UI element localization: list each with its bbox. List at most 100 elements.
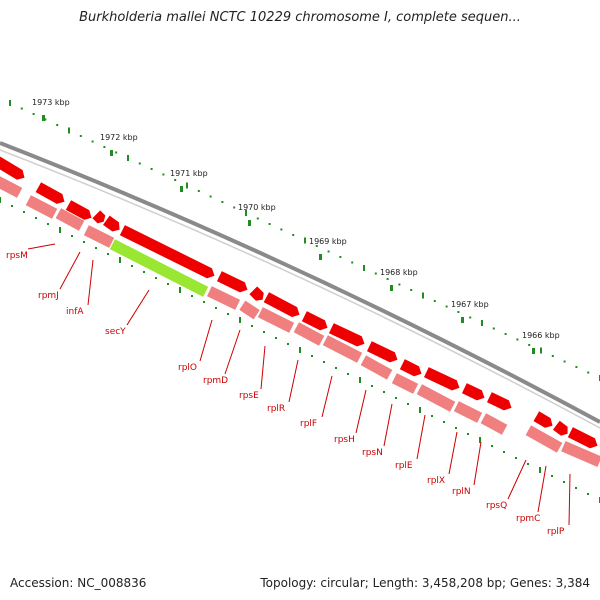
gene-arrow-secy — [108, 238, 210, 298]
scale-tick-label: 1970 kbp — [238, 203, 276, 212]
scale-dot-outer — [127, 155, 129, 161]
scale-dot-inner — [335, 367, 337, 369]
scale-dot-inner — [131, 265, 133, 267]
gene-label-rpsH: rpsH — [334, 435, 355, 445]
scale-dot-outer — [398, 283, 401, 286]
scale-dot-inner — [467, 433, 469, 435]
gene-arrow-lower — [0, 175, 24, 199]
scale-dot-outer — [386, 278, 389, 280]
scale-tick-label: 1969 kbp — [309, 237, 347, 246]
gene-arrow-upper — [262, 291, 301, 318]
scale-dot-outer — [115, 151, 118, 154]
scale-dot-inner — [227, 313, 229, 315]
scale-dot-inner — [587, 493, 589, 495]
scale-dot-inner — [263, 331, 265, 333]
gene-label-rplF: rplF — [300, 419, 317, 429]
scale-dot-inner — [383, 391, 385, 393]
gene-label-rplN: rplN — [452, 487, 471, 497]
gene-arrow-lower — [479, 412, 509, 436]
gene-arrow-upper — [485, 391, 513, 412]
scale-tick-label: 1972 kbp — [100, 133, 138, 142]
scale-tick-label: 1967 kbp — [451, 300, 489, 309]
scale-dot-inner — [215, 307, 217, 309]
scale-dot-inner — [455, 427, 457, 429]
scale-dot-outer — [445, 305, 448, 308]
scale-dot-inner — [275, 337, 277, 339]
scale-dot-inner — [95, 247, 97, 249]
scale-tick-mark — [42, 115, 45, 121]
label-leader-line — [288, 359, 299, 403]
scale-dot-inner — [515, 457, 517, 459]
scale-dot-outer — [351, 261, 354, 264]
scale-dot-outer — [422, 292, 424, 299]
scale-dot-outer — [587, 371, 590, 374]
scale-dot-inner — [491, 445, 493, 447]
gene-arrow-upper — [118, 224, 216, 280]
gene-arrow-lower — [24, 194, 59, 220]
backbone-inner — [0, 149, 600, 429]
label-leader-line — [199, 319, 213, 362]
gene-label-rplX: rplX — [427, 476, 445, 486]
scale-tick-mark — [390, 285, 393, 291]
scale-dot-inner — [251, 325, 253, 327]
scale-dot-inner — [479, 437, 481, 443]
scale-dot-inner — [59, 227, 61, 233]
gene-arrow-upper — [91, 209, 107, 225]
gene-arrow-upper — [551, 419, 569, 437]
gene-arrow-upper — [300, 310, 329, 332]
gene-arrow-upper — [398, 358, 423, 378]
gene-arrow-upper — [532, 410, 554, 429]
scale-dot-outer — [492, 327, 495, 330]
label-leader-line — [568, 473, 571, 526]
label-leader-line — [224, 329, 241, 375]
scale-dot-outer — [551, 355, 554, 357]
scale-dot-outer — [56, 124, 59, 126]
gene-label-infA: infA — [66, 307, 84, 317]
scale-dot-outer — [363, 265, 365, 271]
scale-tick-label: 1966 kbp — [522, 331, 560, 340]
scale-dot-outer — [563, 360, 566, 363]
gene-label-rplR: rplR — [267, 404, 285, 414]
scale-dot-inner — [311, 355, 313, 357]
scale-tick-label: 1971 kbp — [170, 169, 208, 178]
scale-dot-inner — [299, 347, 301, 353]
scale-dot-inner — [47, 223, 49, 225]
scale-dot-outer — [339, 256, 342, 258]
scale-dots — [0, 100, 600, 503]
gene-label-rpmD: rpmD — [203, 376, 228, 386]
scale-dot-inner — [143, 271, 145, 273]
gene-arrow-upper — [248, 285, 265, 302]
label-leader-line — [355, 389, 367, 434]
scale-dot-inner — [23, 211, 25, 213]
scale-dot-outer — [469, 316, 472, 319]
gene-label-rpmC: rpmC — [516, 514, 540, 524]
scale-dot-inner — [0, 197, 1, 203]
label-leader-line — [507, 459, 527, 500]
scale-dot-inner — [323, 361, 325, 363]
scale-dot-inner — [155, 277, 157, 279]
scale-labels: 1973 kbp 1972 kbp 1971 kbp 1970 kbp 1969 kbp… — [32, 98, 560, 354]
scale-dot-inner — [551, 475, 553, 477]
scale-dot-outer — [186, 182, 188, 189]
gene-arrow-lower — [238, 299, 261, 321]
gene-arrow-lower — [415, 383, 457, 413]
label-leader-line — [27, 243, 56, 250]
backbone — [0, 141, 600, 429]
scale-dot-outer — [504, 333, 507, 335]
label-leaders — [27, 243, 571, 526]
scale-tick-mark — [110, 150, 113, 156]
scale-dot-outer — [20, 107, 23, 110]
scale-dot-inner — [419, 407, 421, 413]
scale-dot-inner — [407, 403, 409, 405]
gene-arrow-upper — [566, 426, 599, 450]
label-leader-line — [59, 251, 81, 290]
scale-dot-inner — [371, 385, 373, 387]
gene-label-rplO: rplO — [178, 363, 197, 373]
scale-dot-inner — [563, 481, 565, 483]
gene-arrow-upper — [460, 382, 486, 402]
scale-dot-outer — [575, 366, 578, 368]
gene-label-rplP: rplP — [547, 527, 565, 537]
scale-dot-inner — [239, 317, 241, 323]
scale-dot-outer — [233, 206, 236, 209]
